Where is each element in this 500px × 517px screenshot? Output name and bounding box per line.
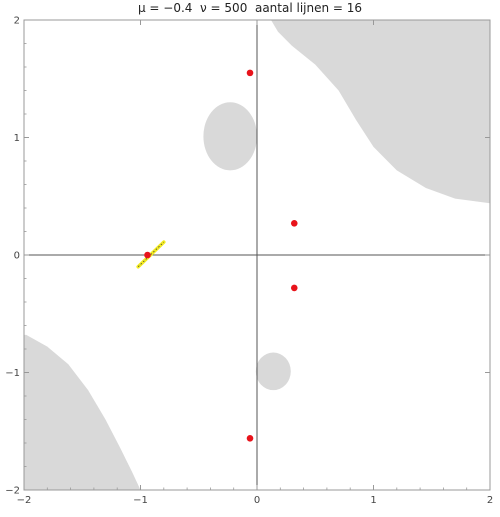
line-segments (136, 240, 166, 269)
x-tick-label: 1 (370, 495, 376, 506)
x-tick-label: −2 (17, 495, 32, 506)
data-point-4 (246, 435, 254, 442)
x-tick-label: −1 (133, 495, 148, 506)
shaded-regions (24, 20, 490, 490)
bottom-left-region (24, 334, 141, 490)
axes (24, 20, 490, 490)
data-point-3 (290, 284, 298, 292)
top-right-region (271, 20, 490, 204)
data-points (144, 69, 298, 442)
x-tick-label: 0 (254, 495, 260, 506)
tick-marks: −2 −1 0 1 2 −2 −1 0 1 2 (5, 16, 493, 507)
y-tick-label: −1 (5, 368, 20, 379)
y-tick-label: 0 (14, 251, 20, 262)
y-tick-label: 2 (14, 16, 20, 27)
y-tick-label: −2 (5, 486, 20, 497)
y-tick-label: 1 (14, 133, 20, 144)
data-point-5 (144, 251, 151, 259)
chart-title: μ = −0.4 ν = 500 aantal lijnen = 16 (137, 1, 363, 15)
data-point-1 (246, 69, 254, 77)
x-tick-label: 2 (487, 495, 493, 506)
yellow-segment-dots (137, 241, 165, 268)
lower-oval (255, 352, 291, 391)
upper-oval (203, 102, 257, 171)
data-point-2 (290, 219, 298, 227)
